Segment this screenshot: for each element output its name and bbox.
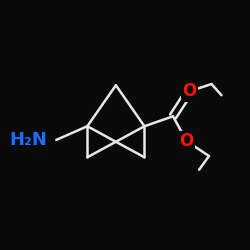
Text: O: O — [180, 132, 194, 150]
Text: H₂N: H₂N — [10, 131, 48, 149]
Text: O: O — [182, 82, 196, 100]
